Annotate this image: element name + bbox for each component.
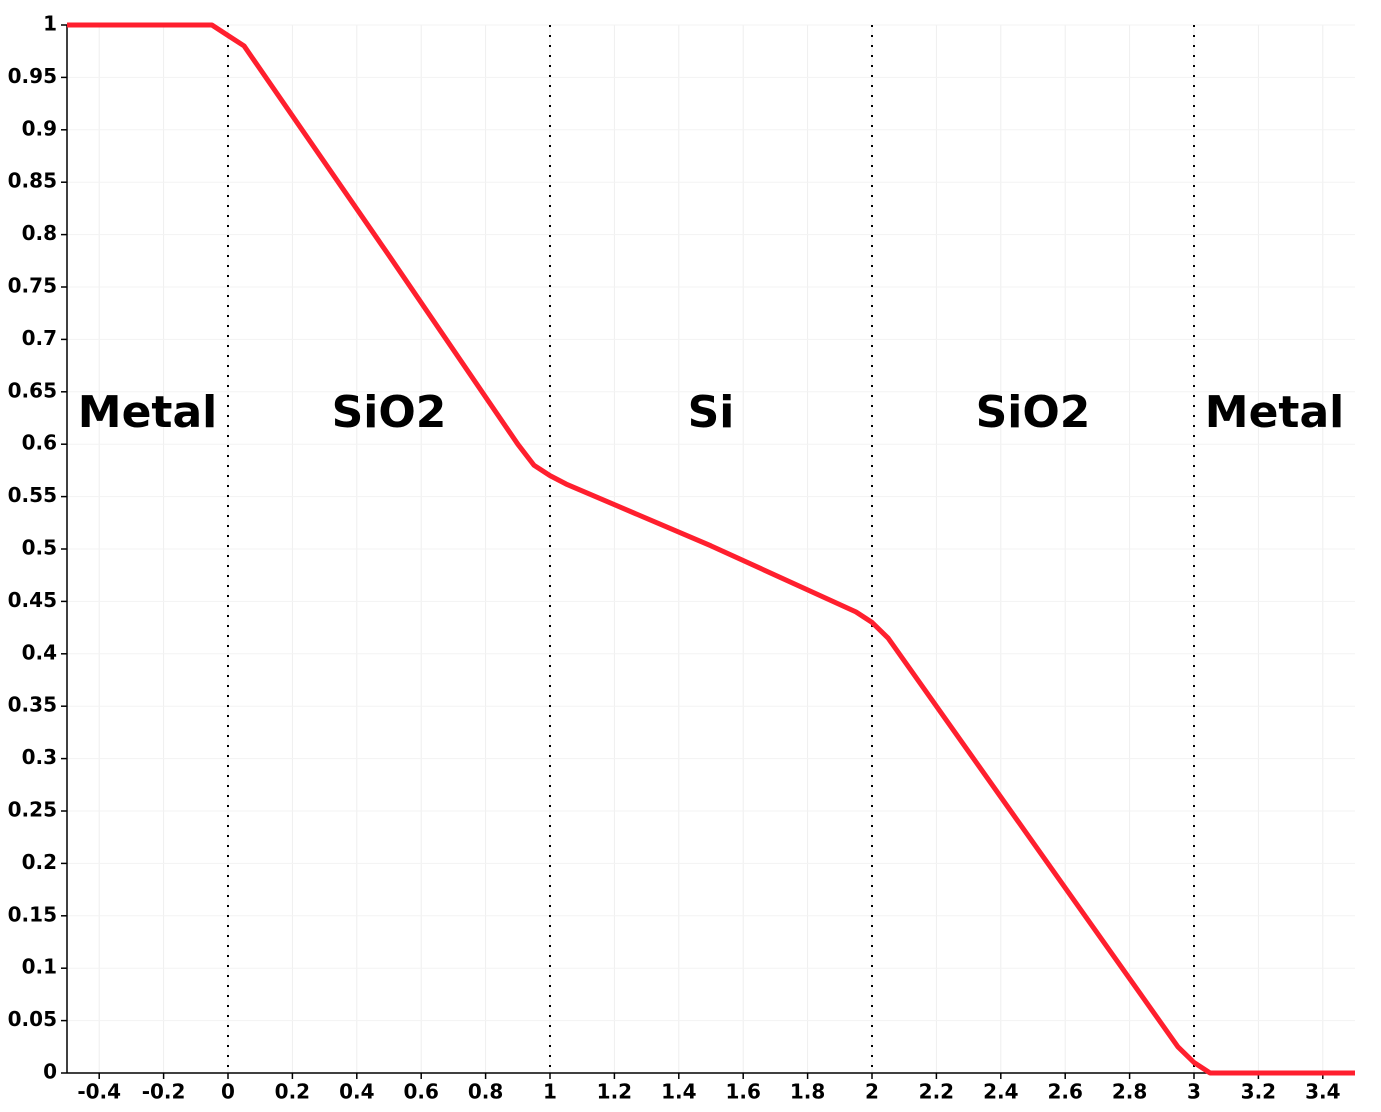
y-tick-label: 1: [43, 12, 57, 36]
x-tick-label: 1.8: [790, 1080, 825, 1104]
x-tick-label: -0.4: [77, 1080, 121, 1104]
x-tick-label: 1.6: [725, 1080, 760, 1104]
x-tick-label: 1.2: [597, 1080, 632, 1104]
y-tick-label: 0.15: [8, 902, 57, 926]
x-tick-label: 3.2: [1241, 1080, 1276, 1104]
y-tick-label: 0.75: [8, 274, 57, 298]
y-tick-label: 0.95: [8, 64, 57, 88]
y-tick-label: 0.55: [8, 483, 57, 507]
region-label: SiO2: [332, 387, 447, 438]
y-tick-label: 0: [43, 1060, 57, 1084]
y-tick-label: 0.05: [8, 1007, 57, 1031]
x-tick-label: 3: [1187, 1080, 1201, 1104]
y-tick-label: 0.65: [8, 378, 57, 402]
x-tick-label: 0: [221, 1080, 235, 1104]
y-tick-label: 0.8: [22, 221, 57, 245]
y-tick-label: 0.25: [8, 798, 57, 822]
y-tick-label: 0.85: [8, 169, 57, 193]
y-tick-label: 0.6: [22, 431, 57, 455]
region-label: Si: [688, 387, 735, 438]
region-label: Metal: [78, 387, 217, 438]
y-tick-label: 0.1: [22, 955, 57, 979]
x-tick-label: 2.2: [919, 1080, 954, 1104]
x-tick-label: 1: [543, 1080, 557, 1104]
y-tick-label: 0.4: [22, 640, 57, 664]
x-tick-label: 1.4: [661, 1080, 696, 1104]
x-tick-label: 2.6: [1047, 1080, 1082, 1104]
data-line: [67, 22, 1355, 1076]
region-label: Metal: [1205, 387, 1344, 438]
x-tick-label: 0.4: [339, 1080, 374, 1104]
x-tick-label: 0.2: [275, 1080, 310, 1104]
x-tick-label: 0.8: [468, 1080, 503, 1104]
y-tick-label: 0.3: [22, 745, 57, 769]
y-tick-label: 0.7: [22, 326, 57, 350]
y-tick-label: 0.9: [22, 116, 57, 140]
x-tick-label: 0.6: [403, 1080, 438, 1104]
y-tick-label: 0.5: [22, 536, 57, 560]
x-tick-label: -0.2: [142, 1080, 186, 1104]
x-tick-label: 2.8: [1112, 1080, 1147, 1104]
y-tick-label: 0.35: [8, 693, 57, 717]
x-tick-label: 2: [865, 1080, 879, 1104]
region-label: SiO2: [976, 387, 1091, 438]
x-tick-label: 2.4: [983, 1080, 1018, 1104]
x-tick-label: 3.4: [1305, 1080, 1340, 1104]
y-tick-label: 0.2: [22, 850, 57, 874]
y-tick-label: 0.45: [8, 588, 57, 612]
